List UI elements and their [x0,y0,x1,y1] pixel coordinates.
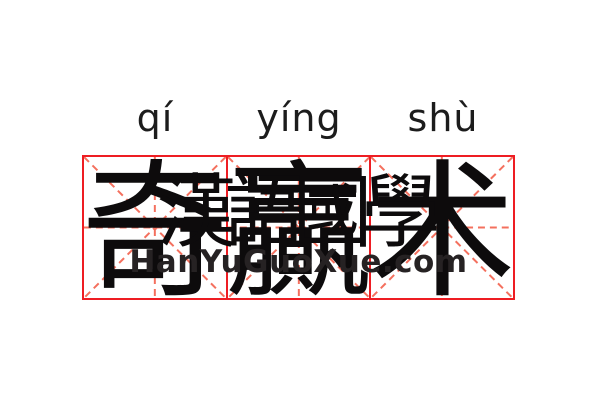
grid-guides [371,157,514,298]
mizige-grid: 奇 贏 术 [81,155,516,306]
mizige-cell-2: 贏 [225,157,373,306]
watermark-cjk-text: 漢語國學 [156,166,441,259]
hanzi-character-2: 贏 [224,145,373,318]
watermark-url-text: HanYuGuoXue.com [129,244,468,280]
mizige-cell-1: 奇 [81,157,229,306]
pinyin-syllable-3: shù [407,96,479,140]
pinyin-syllable-2: yíng [256,96,342,140]
pinyin-syllable-1: qí [136,96,174,140]
grid-guides [84,157,226,298]
grid-guides [227,157,370,298]
hanzi-character-3: 术 [368,145,517,318]
mizige-cell-3: 术 [368,157,516,306]
hanzi-character-1: 奇 [80,145,229,318]
